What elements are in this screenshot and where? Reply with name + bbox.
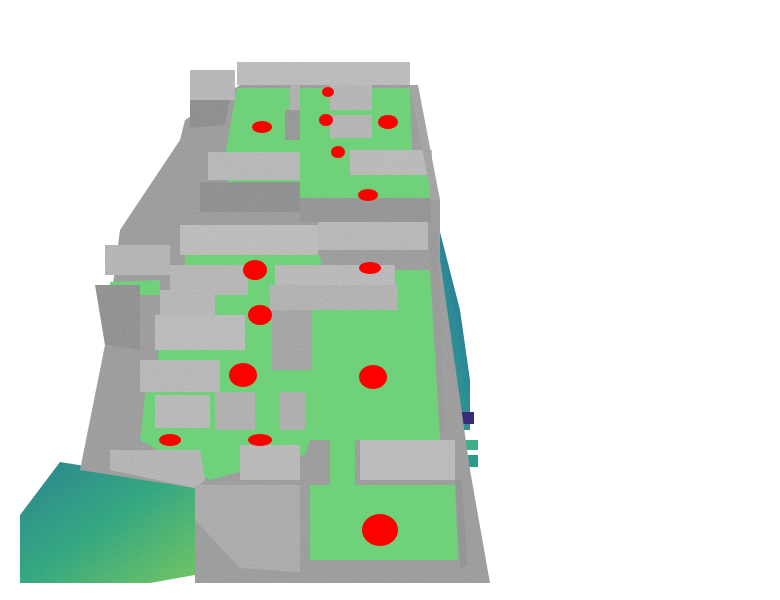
wall (410, 85, 440, 200)
wall (180, 225, 318, 255)
wall (170, 265, 248, 295)
detection-marker (378, 115, 398, 129)
detection-marker (252, 121, 272, 133)
detection-marker (229, 363, 257, 387)
wall (110, 450, 205, 488)
wall (270, 285, 398, 310)
floor-tile (300, 175, 430, 198)
wall (190, 100, 230, 128)
detection-marker (362, 514, 398, 546)
heatmap-fragment (460, 440, 478, 450)
marker-group (159, 87, 398, 546)
wall (105, 245, 170, 275)
detection-marker (359, 365, 387, 389)
wall (455, 480, 468, 570)
detection-marker (331, 146, 345, 158)
wall (140, 360, 220, 392)
wall (95, 285, 140, 350)
detection-marker (248, 305, 272, 325)
wall (195, 485, 300, 572)
wall-group (95, 62, 468, 572)
wall (190, 70, 235, 100)
wall (360, 440, 455, 480)
heatmap-region (20, 462, 195, 583)
wall (200, 182, 300, 212)
wall (330, 85, 372, 110)
wall (240, 445, 300, 480)
detection-marker (159, 434, 181, 446)
wall (428, 230, 445, 440)
wall (160, 290, 215, 320)
wall (350, 150, 432, 175)
detection-marker (243, 260, 267, 280)
wall (155, 315, 245, 350)
detection-marker (248, 434, 272, 446)
wall (155, 395, 210, 428)
detection-marker (319, 114, 333, 126)
wall (280, 392, 305, 430)
wall (272, 310, 312, 370)
wall (237, 62, 410, 85)
wall (215, 392, 255, 430)
floor-tile (330, 440, 355, 485)
detection-marker (322, 87, 334, 97)
detection-marker (359, 262, 381, 274)
wall (208, 152, 300, 180)
detection-marker (358, 189, 378, 201)
wall (285, 110, 300, 140)
wall (300, 198, 432, 222)
wall (318, 222, 428, 250)
wall (330, 115, 372, 138)
